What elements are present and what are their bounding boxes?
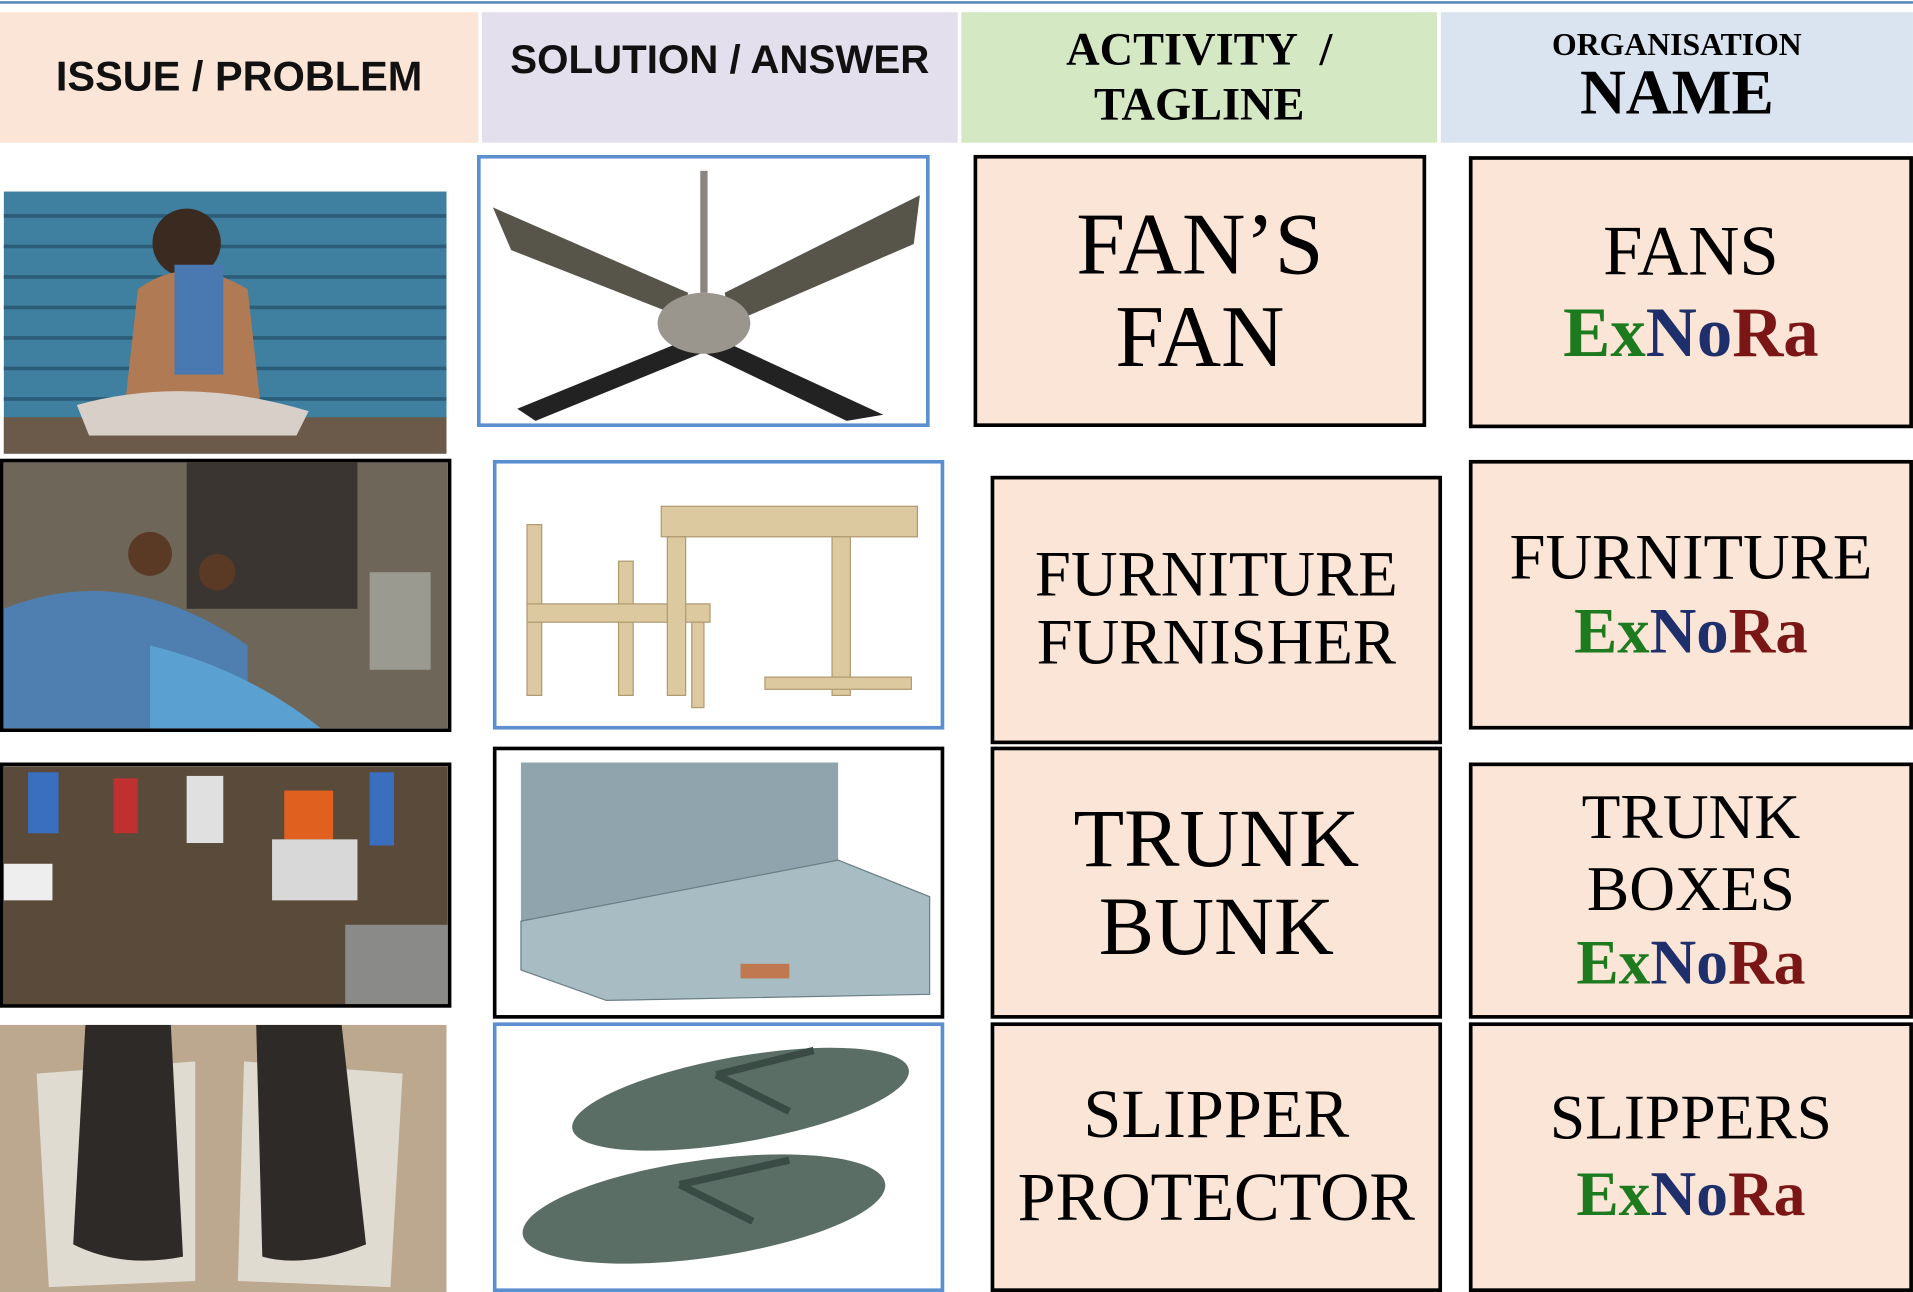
photo [496,463,941,726]
activity-box: FAN’S FAN [973,154,1427,427]
photo [480,158,926,424]
brand-part: No [1650,1159,1728,1230]
header-activity: TAGLINE [1094,78,1305,130]
activity-text: FAN [1115,287,1285,385]
solution-photo [492,1022,945,1292]
brand-part: Ex [1576,927,1651,998]
solution-photo [492,459,945,730]
brand-part: Ex [1574,595,1650,667]
brand-line: ExNoRa [1576,1157,1805,1233]
header-cell: SOLUTION / ANSWER [481,12,958,143]
org-text: FURNITURE [1509,521,1873,593]
activity-text: TRUNK [1073,791,1360,885]
issue-photo [0,762,452,1008]
activity-box: SLIPPER PROTECTOR [990,1022,1443,1292]
org-text: FANS [1603,210,1779,291]
photo [0,1024,447,1292]
header-org-large: NAME [1579,58,1774,128]
org-box: FANS ExNoRa [1468,156,1913,429]
org-box: SLIPPERS ExNoRa [1468,1022,1913,1292]
header-cell: ACTIVITY / TAGLINE [961,12,1438,143]
activity-text: SLIPPER [1083,1077,1350,1154]
activity-text: FAN’S [1076,195,1324,293]
header-org-small: ORGANISATION [1552,26,1802,62]
brand-part: No [1650,927,1728,998]
brand-part: No [1645,292,1733,372]
brand-part: No [1649,595,1729,667]
brand-part: Ra [1727,927,1806,998]
photo [3,191,447,454]
brand-part: Ra [1732,292,1819,372]
org-text: TRUNK [1581,783,1801,853]
org-text: BOXES [1586,855,1795,926]
activity-text: FURNISHER [1036,607,1396,679]
brand-line: ExNoRa [1563,292,1819,373]
brand-part: Ra [1728,595,1808,667]
activity-box: TRUNK BUNK [990,746,1443,1019]
activity-text: PROTECTOR [1017,1159,1416,1236]
brand-part: Ex [1576,1159,1651,1230]
issue-photo [0,458,452,732]
brand-part: Ra [1727,1159,1806,1230]
solution-photo [477,154,930,427]
header-cell: ORGANISATION NAME [1440,12,1913,143]
header-activity: ACTIVITY / [1066,23,1333,76]
top-rule [0,1,1913,4]
org-box: FURNITURE ExNoRa [1468,459,1913,730]
photo [496,1026,941,1289]
activity-text: BUNK [1098,879,1334,972]
brand-line: ExNoRa [1576,927,1805,999]
activity-text: FURNITURE [1034,539,1398,611]
header-solution: SOLUTION / ANSWER [510,36,930,82]
issue-photo [0,1024,447,1292]
photo [496,750,941,1016]
org-box: TRUNK BOXES ExNoRa [1468,762,1913,1019]
header-issue: ISSUE / PROBLEM [55,53,423,101]
brand-line: ExNoRa [1574,595,1808,669]
brand-part: Ex [1563,292,1646,372]
activity-box: FURNITURE FURNISHER [990,475,1443,745]
org-text: SLIPPERS [1549,1083,1832,1154]
header-cell: ISSUE / PROBLEM [0,12,479,143]
photo [3,462,448,729]
solution-photo [492,746,945,1019]
photo [3,766,448,1005]
issue-photo [3,191,447,454]
